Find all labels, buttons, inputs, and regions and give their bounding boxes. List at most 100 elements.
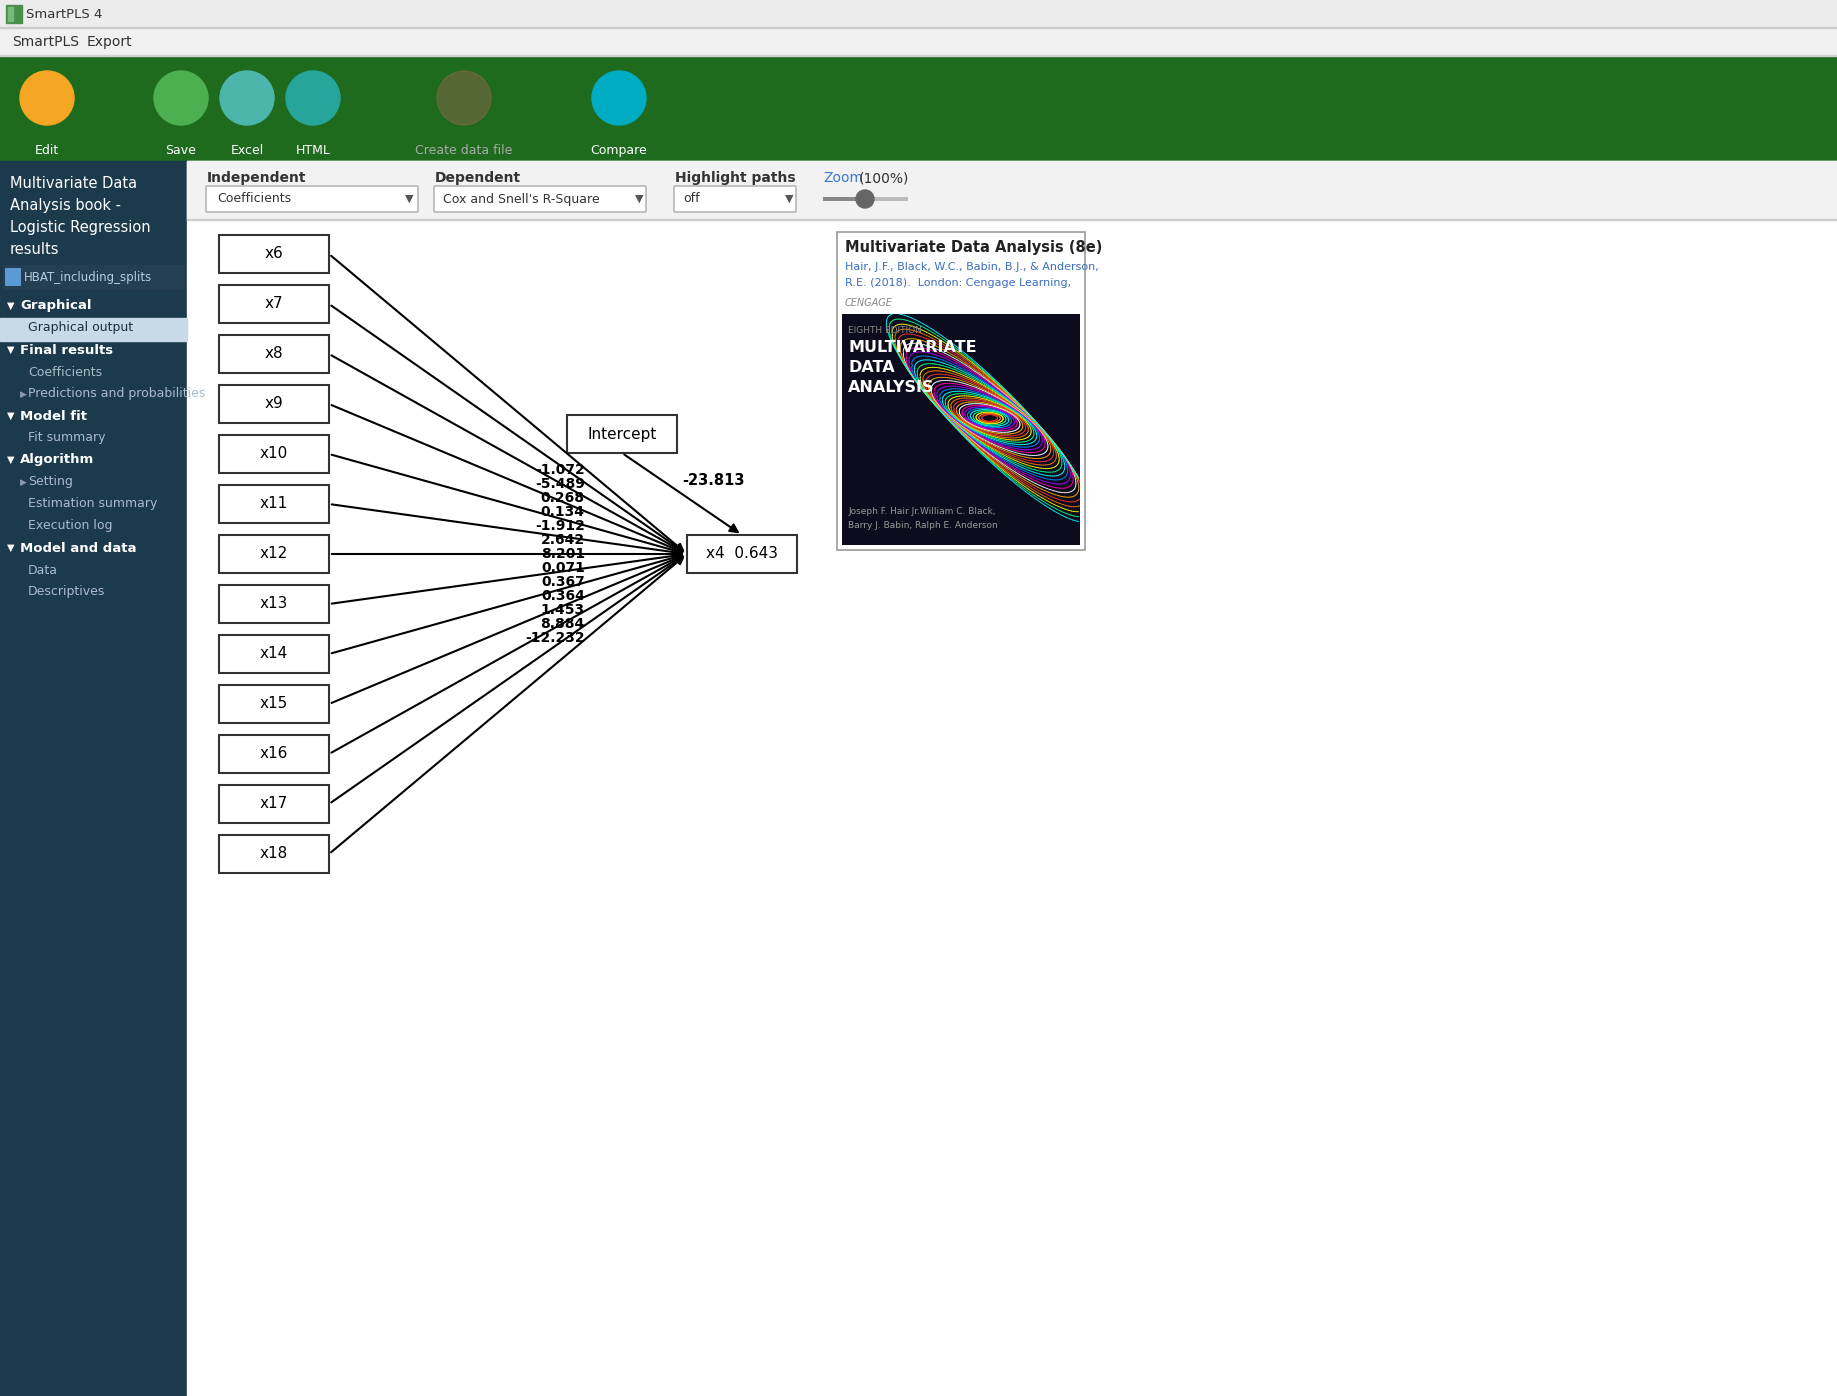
Bar [219, 635, 329, 673]
Text: x16: x16 [259, 747, 288, 761]
Text: x7: x7 [265, 296, 283, 311]
Bar [687, 535, 797, 572]
Text: x10: x10 [259, 447, 288, 462]
Text: x18: x18 [259, 846, 288, 861]
Text: (100%): (100%) [860, 170, 909, 186]
Text: Model and data: Model and data [20, 542, 136, 554]
Ellipse shape [220, 71, 274, 126]
FancyBboxPatch shape [434, 186, 647, 212]
Text: Multivariate Data: Multivariate Data [9, 176, 138, 191]
Text: Model fit: Model fit [20, 409, 86, 423]
Bar [187, 161, 1837, 1396]
Text: Estimation summary: Estimation summary [28, 497, 158, 511]
Bar [838, 232, 1086, 550]
Text: ▼: ▼ [7, 302, 15, 311]
FancyBboxPatch shape [674, 186, 795, 212]
Text: 0.364: 0.364 [540, 589, 584, 603]
Text: Logistic Regression: Logistic Regression [9, 221, 151, 235]
Text: x8: x8 [265, 346, 283, 362]
Text: Zoom: Zoom [823, 170, 863, 186]
Text: off: off [683, 193, 700, 205]
Bar [4, 265, 184, 289]
Bar [7, 7, 13, 21]
Text: x9: x9 [265, 396, 283, 412]
Bar [0, 318, 187, 341]
Bar [823, 197, 865, 201]
Text: Barry J. Babin, Ralph E. Anderson: Barry J. Babin, Ralph E. Anderson [849, 521, 997, 530]
Text: x15: x15 [259, 697, 288, 712]
Text: -12.232: -12.232 [525, 631, 584, 645]
Bar [219, 484, 329, 524]
Ellipse shape [20, 71, 73, 126]
Ellipse shape [437, 71, 490, 126]
Text: x6: x6 [265, 247, 283, 261]
Text: DATA: DATA [849, 360, 895, 376]
Text: Graphical: Graphical [20, 300, 92, 313]
Text: 0.367: 0.367 [542, 575, 584, 589]
Text: Multivariate Data Analysis (8e): Multivariate Data Analysis (8e) [845, 240, 1102, 255]
Text: SmartPLS 4: SmartPLS 4 [26, 7, 103, 21]
Text: 0.134: 0.134 [540, 505, 584, 519]
Text: x11: x11 [259, 497, 288, 511]
Text: Cox and Snell's R-Square: Cox and Snell's R-Square [443, 193, 599, 205]
FancyBboxPatch shape [206, 186, 419, 212]
Text: -5.489: -5.489 [535, 477, 584, 491]
Bar [219, 785, 329, 824]
Text: R.E. (2018).  London: Cengage Learning,: R.E. (2018). London: Cengage Learning, [845, 278, 1071, 288]
Text: Edit: Edit [35, 144, 59, 156]
Text: x14: x14 [259, 646, 288, 662]
Bar [219, 535, 329, 572]
Text: 0.268: 0.268 [540, 491, 584, 505]
Bar [219, 436, 329, 473]
Text: Coefficients: Coefficients [217, 193, 290, 205]
Text: Intercept: Intercept [588, 427, 656, 441]
Text: Analysis book -: Analysis book - [9, 198, 121, 214]
Text: ▼: ▼ [7, 345, 15, 355]
Text: ▼: ▼ [636, 194, 643, 204]
Text: 1.453: 1.453 [540, 603, 584, 617]
Bar [0, 0, 1837, 28]
Bar [0, 161, 187, 1396]
Text: 0.071: 0.071 [540, 561, 584, 575]
Bar [219, 585, 329, 623]
Text: x17: x17 [259, 797, 288, 811]
Ellipse shape [592, 71, 647, 126]
Text: Export: Export [86, 35, 132, 49]
Text: ▼: ▼ [404, 194, 413, 204]
Text: -23.813: -23.813 [682, 473, 744, 489]
Text: MULTIVARIATE: MULTIVARIATE [849, 341, 977, 355]
Text: ▼: ▼ [7, 455, 15, 465]
Bar [823, 197, 907, 201]
Bar [219, 385, 329, 423]
Bar [219, 335, 329, 373]
Text: Algorithm: Algorithm [20, 454, 94, 466]
Bar [219, 736, 329, 773]
Text: ▼: ▼ [7, 410, 15, 422]
Bar [187, 161, 1837, 219]
Text: -1.072: -1.072 [535, 463, 584, 477]
Text: 8.201: 8.201 [540, 547, 584, 561]
Text: Fit summary: Fit summary [28, 431, 105, 444]
Text: Compare: Compare [592, 144, 647, 156]
Text: 8.884: 8.884 [540, 617, 584, 631]
Text: CENGAGE: CENGAGE [845, 297, 893, 309]
Bar [568, 415, 678, 452]
Text: Create data file: Create data file [415, 144, 513, 156]
Text: results: results [9, 242, 59, 257]
Text: ANALYSIS: ANALYSIS [849, 380, 935, 395]
Bar [219, 685, 329, 723]
Text: Save: Save [165, 144, 197, 156]
Text: -1.912: -1.912 [535, 519, 584, 533]
Text: Descriptives: Descriptives [28, 585, 105, 599]
Bar [219, 285, 329, 322]
Text: Final results: Final results [20, 343, 114, 356]
Text: x12: x12 [259, 546, 288, 561]
Text: Setting: Setting [28, 476, 73, 489]
Text: Joseph F. Hair Jr.William C. Black,: Joseph F. Hair Jr.William C. Black, [849, 507, 996, 517]
Text: Independent: Independent [208, 170, 307, 186]
Text: Data: Data [28, 564, 59, 577]
Ellipse shape [287, 71, 340, 126]
Text: HBAT_including_splits: HBAT_including_splits [24, 271, 152, 283]
Text: ▶: ▶ [20, 389, 28, 398]
Bar [841, 314, 1080, 544]
